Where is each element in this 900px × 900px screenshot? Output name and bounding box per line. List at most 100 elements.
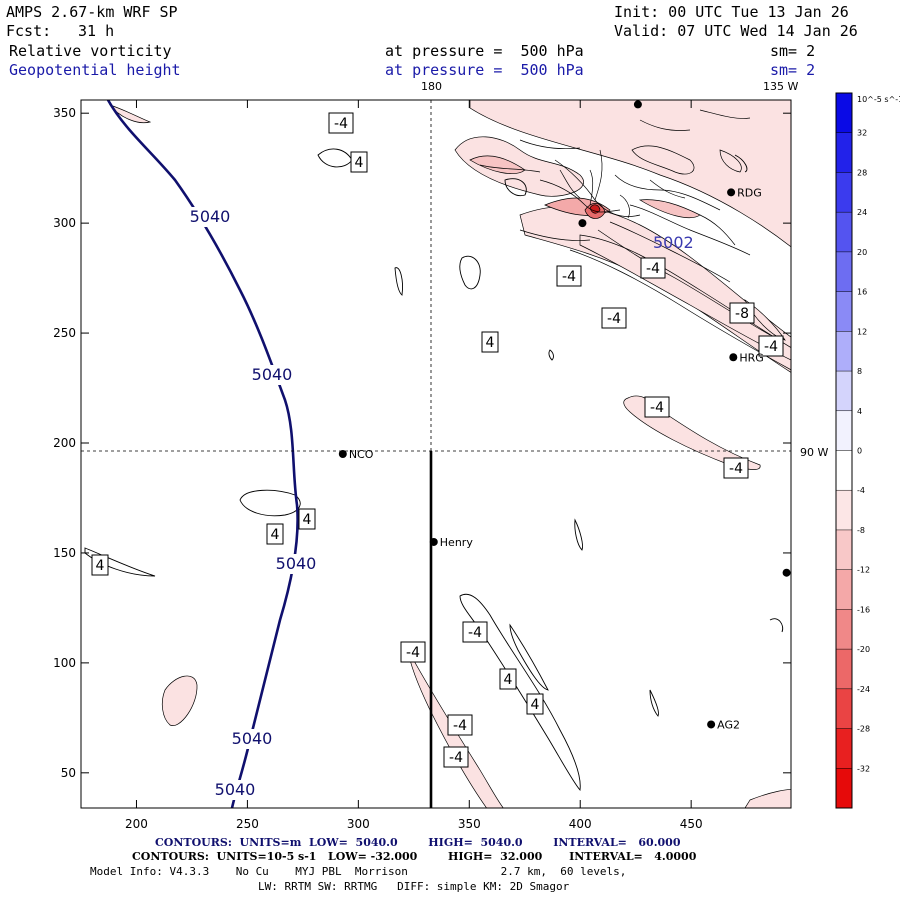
station-marker bbox=[729, 353, 738, 362]
height-label-bg bbox=[248, 365, 296, 385]
x-tick-label: 350 bbox=[458, 817, 481, 831]
colorbar-segment bbox=[836, 728, 852, 769]
vorticity-contour-label: 4 bbox=[96, 558, 105, 574]
valid-time: Valid: 07 UTC Wed 14 Jan 26 bbox=[614, 22, 858, 40]
forecast-label: Fcst: bbox=[6, 22, 52, 40]
x-tick-label: 250 bbox=[236, 817, 259, 831]
colorbar-segment bbox=[836, 172, 852, 213]
colorbar-label: -16 bbox=[857, 605, 870, 614]
vorticity-contour-label: -8 bbox=[735, 306, 749, 322]
vorticity-contour-label: -4 bbox=[449, 750, 463, 766]
x-tick-label: 450 bbox=[680, 817, 703, 831]
height-contour-label: 5040 bbox=[276, 554, 317, 573]
vorticity-label-box bbox=[447, 714, 473, 736]
colorbar-segment bbox=[836, 93, 852, 134]
colorbar-label: 8 bbox=[857, 367, 862, 376]
vorticity-contour-label: -4 bbox=[650, 400, 664, 416]
height-contour-label: 5040 bbox=[252, 365, 293, 384]
forecast-value: 31 h bbox=[78, 22, 115, 40]
colorbar-segment bbox=[836, 768, 852, 809]
field2-level: at pressure = 500 hPa bbox=[385, 61, 584, 79]
vorticity-label-box bbox=[443, 746, 469, 768]
colorbar-segment bbox=[836, 410, 852, 451]
vorticity-contour-label: -4 bbox=[607, 311, 621, 327]
y-tick-label: 50 bbox=[61, 766, 76, 780]
height-label-bg bbox=[186, 207, 234, 227]
init-time: Init: 00 UTC Tue 13 Jan 26 bbox=[614, 3, 849, 21]
vorticity-contour-label: 4 bbox=[303, 512, 312, 528]
colorbar-segment bbox=[836, 688, 852, 730]
x-tick-label: 300 bbox=[347, 817, 370, 831]
x-tick-label: 400 bbox=[569, 817, 592, 831]
vorticity-label-box bbox=[350, 151, 368, 173]
colorbar-label: 24 bbox=[857, 208, 867, 217]
colorbar-label: -4 bbox=[857, 486, 865, 495]
field2-name: Geopotential height bbox=[9, 61, 181, 79]
colorbar-segment bbox=[836, 212, 852, 253]
footer-vorticity-contours: CONTOURS: UNITS=10-5 s-1 LOW= -32.000 HI… bbox=[132, 850, 697, 863]
colorbar-segment bbox=[836, 331, 852, 372]
vorticity-contour-label: -4 bbox=[453, 718, 467, 734]
colorbar-label: 28 bbox=[857, 168, 867, 177]
vorticity-label-box bbox=[266, 523, 284, 545]
height-label-bg bbox=[228, 729, 276, 749]
station-label: HRG bbox=[739, 351, 763, 364]
station-marker bbox=[727, 188, 736, 197]
x-tick-label: 200 bbox=[125, 817, 148, 831]
station-label: Henry bbox=[440, 536, 474, 549]
lon-label-135w: 135 W bbox=[763, 80, 798, 93]
vorticity-label-box bbox=[298, 508, 316, 530]
station-marker bbox=[578, 219, 587, 228]
station-label: NCO bbox=[349, 448, 374, 461]
station-marker bbox=[633, 100, 642, 109]
plot-area: 5002 5040 5040 5040 5040 5040 -4 4 -4 -4 -4 -8 -4 4… bbox=[81, 100, 791, 808]
colorbar-label: 0 bbox=[857, 447, 862, 456]
plot-frame bbox=[80, 99, 792, 809]
colorbar-segment bbox=[836, 450, 852, 491]
vorticity-contour-label: -4 bbox=[729, 461, 743, 477]
colorbar-units: 10^-5 s^-1 bbox=[857, 95, 900, 104]
height-label-bg bbox=[272, 554, 320, 574]
colorbar-label: 4 bbox=[857, 407, 862, 416]
vorticity-label-box bbox=[499, 668, 517, 690]
y-tick-label: 200 bbox=[53, 436, 76, 450]
vorticity-label-box bbox=[526, 693, 544, 715]
field2-smoothing: sm= 2 bbox=[770, 61, 816, 79]
station-marker bbox=[429, 537, 438, 546]
colorbar-label: -28 bbox=[857, 725, 870, 734]
station-label: AG2 bbox=[717, 718, 740, 731]
height-label-bg bbox=[211, 780, 259, 800]
model-title: AMPS 2.67-km WRF SP bbox=[6, 3, 178, 21]
colorbar-segment bbox=[836, 649, 852, 690]
station-marker bbox=[782, 568, 791, 577]
lon-label-180: 180 bbox=[421, 80, 442, 93]
vorticity-contour-label: 4 bbox=[486, 335, 495, 351]
colorbar-label: -12 bbox=[857, 566, 870, 575]
vorticity-label-box bbox=[640, 257, 666, 279]
field1-level: at pressure = 500 hPa bbox=[385, 42, 584, 60]
vorticity-contour-label: -4 bbox=[764, 339, 778, 355]
station-marker bbox=[707, 720, 716, 729]
vorticity-label-box bbox=[556, 265, 582, 287]
footer-model-info: Model Info: V4.3.3 No Cu MYJ PBL Morriso… bbox=[90, 865, 627, 878]
vorticity-contour-label: -4 bbox=[334, 116, 348, 132]
vorticity-label-box bbox=[729, 302, 755, 324]
vorticity-contour-label: -4 bbox=[406, 645, 420, 661]
height-contour-5040 bbox=[106, 100, 299, 808]
vorticity-contour-label: 4 bbox=[531, 697, 540, 713]
colorbar-segment bbox=[836, 529, 852, 571]
station-marker bbox=[338, 450, 347, 458]
y-tick-label: 350 bbox=[53, 106, 76, 120]
vorticity-contour-label: 4 bbox=[355, 155, 364, 171]
colorbar-segment bbox=[836, 251, 852, 293]
y-tick-label: 300 bbox=[53, 216, 76, 230]
colorbar-label: -32 bbox=[857, 764, 870, 773]
field1-name: Relative vorticity bbox=[9, 42, 172, 60]
colorbar-segment bbox=[836, 291, 852, 332]
colorbar-label: 12 bbox=[857, 327, 867, 336]
colorbar-segment bbox=[836, 490, 852, 531]
colorbar-segment bbox=[836, 132, 852, 173]
colorbar-segment bbox=[836, 609, 852, 650]
vorticity-label-box bbox=[91, 554, 109, 576]
vorticity-contour-label: -4 bbox=[562, 269, 576, 285]
